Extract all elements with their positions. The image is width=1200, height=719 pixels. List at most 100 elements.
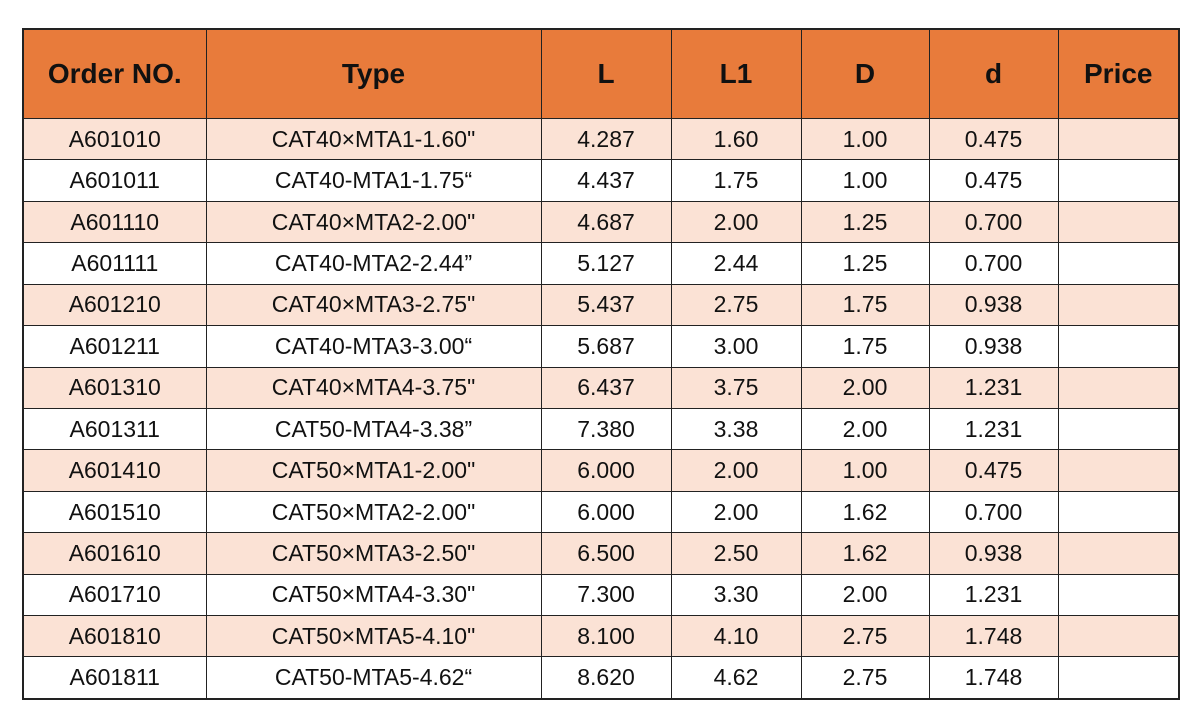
table-cell: 0.700	[928, 490, 1059, 534]
table-row: A601211 CAT40-MTA3-3.00“ 5.687 3.00 1.75 0.93…	[22, 325, 1180, 368]
table-cell: A601610	[22, 532, 207, 575]
table-cell: 1.231	[928, 573, 1059, 617]
table-row: A601110 CAT40×MTA2-2.00" 4.687 2.00 1.25 0.70…	[22, 200, 1180, 244]
table-cell: 7.300	[540, 573, 672, 617]
table-cell: CAT50×MTA3-2.50"	[205, 532, 542, 575]
table-cell: 1.75	[670, 159, 802, 202]
table-cell: 4.10	[670, 615, 802, 658]
table-cell: 2.00	[800, 573, 930, 617]
table-cell: A601210	[22, 283, 207, 327]
table-cell: 3.30	[670, 573, 802, 617]
price-cell	[1057, 283, 1180, 327]
table-cell: 2.75	[800, 656, 930, 700]
table-cell: CAT50×MTA2-2.00"	[205, 490, 542, 534]
table-cell: 1.25	[800, 200, 930, 244]
table-row: A601210 CAT40×MTA3-2.75" 5.437 2.75 1.75 0.93…	[22, 283, 1180, 327]
table-cell: 2.50	[670, 532, 802, 575]
table-row: A601011 CAT40-MTA1-1.75“ 4.437 1.75 1.00 0.47…	[22, 159, 1180, 202]
table-cell: CAT50×MTA5-4.10"	[205, 615, 542, 658]
table-row: A601610 CAT50×MTA3-2.50" 6.500 2.50 1.62 0.93…	[22, 532, 1180, 575]
table-row: A601010 CAT40×MTA1-1.60" 4.287 1.60 1.00 0.47…	[22, 117, 1180, 161]
table-cell: CAT40×MTA3-2.75"	[205, 283, 542, 327]
header-cell: Price	[1057, 28, 1180, 119]
table-cell: 4.437	[540, 159, 672, 202]
price-cell	[1057, 449, 1180, 492]
table-cell: CAT40-MTA3-3.00“	[205, 325, 542, 368]
table-cell: 3.00	[670, 325, 802, 368]
price-cell	[1057, 366, 1180, 409]
table-cell: 1.75	[800, 325, 930, 368]
table-cell: 2.00	[800, 407, 930, 451]
table-cell: A601211	[22, 325, 207, 368]
table-cell: 0.700	[928, 200, 1059, 244]
price-cell	[1057, 532, 1180, 575]
table-cell: A601710	[22, 573, 207, 617]
table-cell: 3.38	[670, 407, 802, 451]
table-cell: CAT50-MTA4-3.38”	[205, 407, 542, 451]
table-cell: 1.62	[800, 490, 930, 534]
table-cell: 5.687	[540, 325, 672, 368]
header-cell: Type	[205, 28, 542, 119]
table-cell: CAT50-MTA5-4.62“	[205, 656, 542, 700]
table-cell: 0.938	[928, 325, 1059, 368]
header-cell: d	[928, 28, 1059, 119]
table-cell: CAT40-MTA1-1.75“	[205, 159, 542, 202]
table-cell: 0.938	[928, 283, 1059, 327]
price-cell	[1057, 615, 1180, 658]
table-cell: 7.380	[540, 407, 672, 451]
table-cell: 5.127	[540, 242, 672, 285]
table-cell: 4.287	[540, 117, 672, 161]
table-cell: 2.44	[670, 242, 802, 285]
table-cell: 1.25	[800, 242, 930, 285]
table-cell: 1.00	[800, 159, 930, 202]
table-cell: CAT40×MTA4-3.75"	[205, 366, 542, 409]
table-cell: 1.75	[800, 283, 930, 327]
table-row: A601111 CAT40-MTA2-2.44” 5.127 2.44 1.25 0.70…	[22, 242, 1180, 285]
table-row: A601310 CAT40×MTA4-3.75" 6.437 3.75 2.00 1.23…	[22, 366, 1180, 409]
table-cell: CAT50×MTA4-3.30"	[205, 573, 542, 617]
table-cell: 1.748	[928, 615, 1059, 658]
table-cell: 6.437	[540, 366, 672, 409]
table-cell: 3.75	[670, 366, 802, 409]
table-cell: 2.00	[670, 449, 802, 492]
table-cell: A601810	[22, 615, 207, 658]
table-cell: 2.00	[800, 366, 930, 409]
price-cell	[1057, 573, 1180, 617]
table-cell: 4.687	[540, 200, 672, 244]
table-cell: A601311	[22, 407, 207, 451]
table-cell: CAT40×MTA2-2.00"	[205, 200, 542, 244]
header-cell: L	[540, 28, 672, 119]
table-cell: CAT40×MTA1-1.60"	[205, 117, 542, 161]
price-cell	[1057, 490, 1180, 534]
table-cell: 6.000	[540, 449, 672, 492]
table-cell: 8.100	[540, 615, 672, 658]
table-cell: 0.700	[928, 242, 1059, 285]
table-cell: 1.62	[800, 532, 930, 575]
table-row: A601811 CAT50-MTA5-4.62“ 8.620 4.62 2.75 1.74…	[22, 656, 1180, 700]
table-cell: 6.000	[540, 490, 672, 534]
table-cell: 1.231	[928, 407, 1059, 451]
table-cell: 2.00	[670, 490, 802, 534]
table-cell: A601110	[22, 200, 207, 244]
table-row: A601710 CAT50×MTA4-3.30" 7.300 3.30 2.00 1.23…	[22, 573, 1180, 617]
price-cell	[1057, 242, 1180, 285]
table-cell: 5.437	[540, 283, 672, 327]
table-cell: CAT40-MTA2-2.44”	[205, 242, 542, 285]
table-cell: A601011	[22, 159, 207, 202]
table-cell: A601811	[22, 656, 207, 700]
table-cell: 0.475	[928, 449, 1059, 492]
table-row: A601311 CAT50-MTA4-3.38” 7.380 3.38 2.00 1.23…	[22, 407, 1180, 451]
table-row: A601410 CAT50×MTA1-2.00" 6.000 2.00 1.00 0.47…	[22, 449, 1180, 492]
table-cell: 2.75	[800, 615, 930, 658]
table-cell: 1.231	[928, 366, 1059, 409]
price-cell	[1057, 117, 1180, 161]
header-cell: L1	[670, 28, 802, 119]
table-cell: 0.475	[928, 117, 1059, 161]
table-cell: A601310	[22, 366, 207, 409]
table-cell: 1.748	[928, 656, 1059, 700]
table-cell: A601111	[22, 242, 207, 285]
table-cell: 0.938	[928, 532, 1059, 575]
